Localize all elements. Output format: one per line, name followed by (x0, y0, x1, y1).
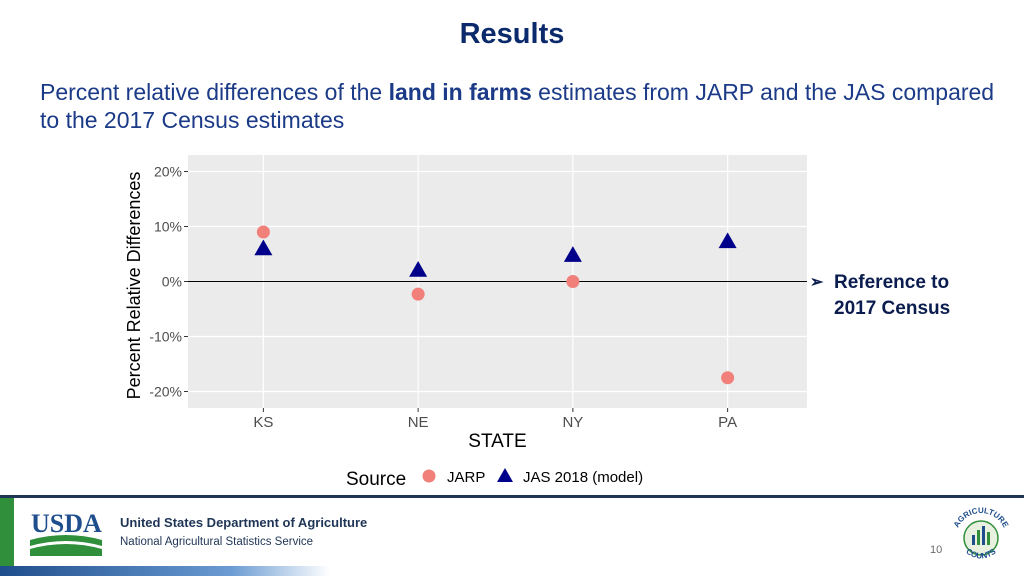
y-tick-label: 0% (162, 274, 182, 290)
annotation-line-1: Reference to (834, 272, 950, 293)
page-number: 10 (930, 544, 943, 556)
x-tick-label: NY (562, 414, 583, 431)
x-tick-label: KS (253, 414, 273, 431)
jarp-point-pa (721, 371, 735, 385)
legend-jarp-label: JARP (447, 469, 485, 486)
reference-annotation: ➢ Reference to 2017 Census (810, 270, 951, 322)
footer-blue-accent (0, 566, 330, 576)
arrow-bullet-icon: ➢ (810, 274, 824, 291)
jas-point-ks (254, 239, 273, 256)
usda-logo: USDA (30, 510, 102, 556)
department-name: United States Department of Agriculture (120, 515, 368, 530)
y-tick-label: 20% (154, 164, 182, 180)
x-tick-label: NE (408, 414, 429, 431)
relative-difference-chart: -20% -10% 0% 10% 20% KS NE NY PA STATE Percent Rel… (124, 155, 807, 490)
legend-jas-key (497, 468, 513, 482)
agriculture-counts-seal: AGRICULTURE COUNTS (952, 506, 1011, 561)
seal-text-bottom: COUNTS (964, 546, 998, 560)
x-tick-label: PA (718, 414, 737, 431)
y-tick-label: -10% (149, 329, 182, 345)
annotation-line-2: 2017 Census (834, 298, 951, 319)
legend-jas-label: JAS 2018 (model) (523, 469, 643, 486)
agency-name: National Agricultural Statistics Service (120, 536, 314, 548)
jarp-point-ks (256, 225, 270, 239)
footer-green-accent (0, 498, 14, 576)
svg-text:COUNTS: COUNTS (964, 546, 998, 560)
subtitle-text-start: Percent relative differences of the (40, 79, 389, 105)
usda-logo-text: USDA (31, 510, 102, 538)
jas-point-pa (718, 232, 737, 249)
slide-subtitle: Percent relative differences of the land… (40, 78, 1000, 134)
subtitle-text-end: estimates from JARP and the JAS compared… (40, 79, 995, 133)
subtitle-emphasis: land in farms (388, 79, 532, 105)
y-tick-label: 10% (154, 219, 182, 235)
y-axis-title: Percent Relative Differences (124, 172, 144, 400)
legend-title: Source (346, 469, 406, 490)
y-tick-label: -20% (149, 384, 182, 400)
slide-title: Results (459, 18, 565, 50)
jarp-point-ny (566, 275, 580, 288)
jas-point-ny (563, 246, 582, 262)
legend-jarp-key (422, 469, 436, 483)
x-axis-title: STATE (468, 431, 526, 452)
jas-point-ne (409, 260, 428, 277)
footer-divider (0, 495, 1024, 498)
jarp-point-ne (411, 287, 425, 301)
